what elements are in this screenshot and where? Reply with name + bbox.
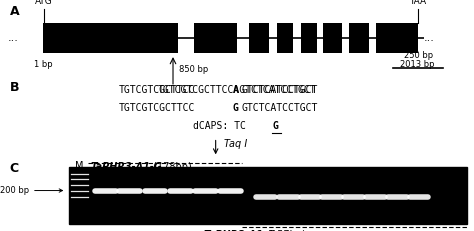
Text: TGTCGTCGCTTCC: TGTCGTCGCTTCC <box>118 103 195 113</box>
Text: TaPHR3-A1-A: TaPHR3-A1-A <box>204 230 275 231</box>
Text: 200 bp: 200 bp <box>0 186 63 195</box>
Text: ...: ... <box>424 33 435 43</box>
Text: (157bp): (157bp) <box>264 230 306 231</box>
Text: Taq I: Taq I <box>224 139 247 149</box>
Bar <box>43 23 178 53</box>
Text: ...: ... <box>8 33 19 43</box>
Text: dCAPS: TC: dCAPS: TC <box>193 121 246 131</box>
Text: A: A <box>233 85 238 95</box>
Bar <box>194 23 237 53</box>
Text: G: G <box>233 103 238 113</box>
Text: TaPHR3-A1-G: TaPHR3-A1-G <box>90 161 162 172</box>
Text: 850 bp: 850 bp <box>179 65 208 74</box>
Bar <box>376 23 418 53</box>
Bar <box>249 23 269 53</box>
Text: TGTCGTCGCTTCCAGTCTCATCCTGCT: TGTCGTCGCTTCCAGTCTCATCCTGCT <box>158 85 316 95</box>
Bar <box>277 23 293 53</box>
Text: (178bp): (178bp) <box>150 161 192 172</box>
Text: 2013 bp: 2013 bp <box>401 60 435 69</box>
Bar <box>349 23 369 53</box>
Text: ATG: ATG <box>35 0 53 6</box>
Text: TAA: TAA <box>409 0 426 6</box>
Text: 1 bp: 1 bp <box>34 60 53 69</box>
Text: B: B <box>9 81 19 94</box>
Text: TGTCGTCGCTTCC: TGTCGTCGCTTCC <box>118 85 195 95</box>
Text: A: A <box>9 6 19 18</box>
Bar <box>301 23 317 53</box>
Text: G: G <box>272 121 278 131</box>
Text: C: C <box>9 161 18 175</box>
Bar <box>323 23 342 53</box>
Text: M: M <box>75 161 84 171</box>
Text: GTCTCATCCTGCT: GTCTCATCCTGCT <box>241 85 318 95</box>
Text: GTCTCATCCTGCT: GTCTCATCCTGCT <box>241 103 318 113</box>
Bar <box>69 167 467 224</box>
Text: 250 bp: 250 bp <box>404 51 433 60</box>
